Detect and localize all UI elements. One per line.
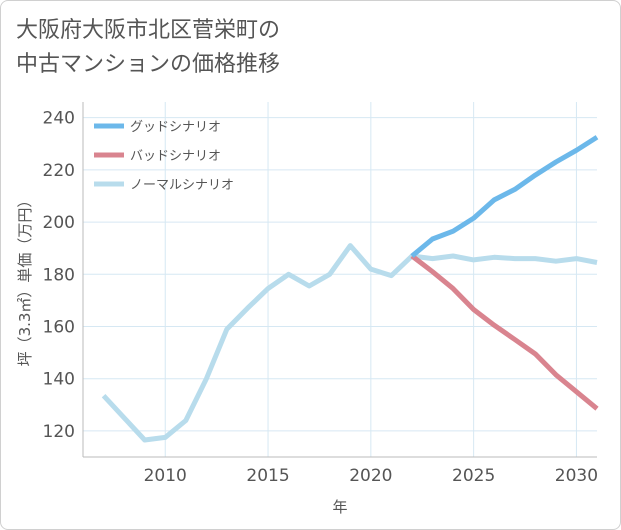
y-tick-label: 160: [43, 317, 75, 337]
legend-label: ノーマルシナリオ: [130, 178, 234, 193]
series-line-normal: [101, 243, 598, 443]
y-tick-label: 120: [43, 422, 75, 442]
grid-lines: [83, 102, 597, 457]
series-line-good: [410, 135, 599, 258]
legend-label: グッドシナリオ: [130, 120, 221, 135]
chart-title: 大阪府大阪市北区菅栄町の 中古マンションの価格推移: [16, 14, 280, 82]
x-axis-title: 年: [332, 498, 347, 516]
x-tick-label: 2020: [349, 466, 392, 486]
chart-title-line-1: 大阪府大阪市北区菅栄町の: [16, 18, 281, 43]
chart-title-line-2: 中古マンションの価格推移: [16, 52, 281, 77]
y-tick-label: 200: [43, 213, 75, 233]
y-tick-label: 240: [43, 109, 75, 129]
x-tick-label: 2015: [246, 466, 289, 486]
x-tick-label: 2025: [452, 466, 495, 486]
x-tick-labels: 2010 2015 2020 2025 2030: [144, 466, 598, 486]
series-line-bad: [410, 254, 599, 411]
y-tick-label: 220: [43, 161, 75, 181]
legend-label: バッドシナリオ: [130, 149, 221, 164]
y-axis-title: 坪（3.3㎡）単価（万円）: [16, 193, 34, 367]
x-tick-label: 2010: [144, 466, 187, 486]
y-tick-labels: 120 140 160 180 200 220 240: [43, 109, 75, 442]
y-tick-label: 140: [43, 370, 75, 390]
y-tick-label: 180: [43, 265, 75, 285]
series-lines: [101, 135, 599, 443]
x-tick-label: 2030: [555, 466, 598, 486]
